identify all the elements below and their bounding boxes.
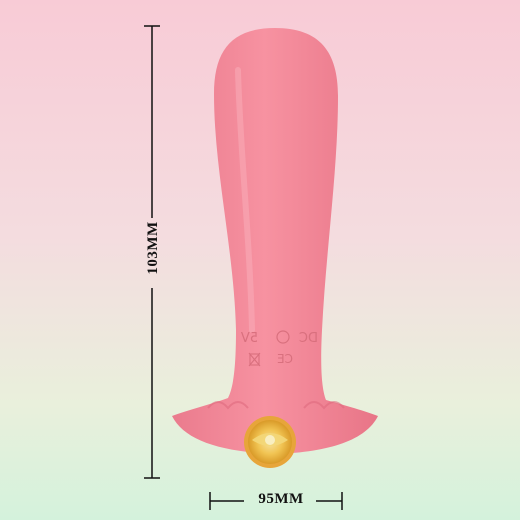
product-markings: DC 5V CE [241,330,318,367]
power-button [244,416,296,468]
width-dimension-line [209,492,343,510]
polarity-icon [276,330,290,344]
dc-marking: DC [299,331,318,346]
width-dimension-label: 95MM [258,491,304,507]
ce-marking: CE [277,352,293,366]
height-dimension-label: 103MM [145,221,161,275]
voltage-marking: 5V [241,331,258,346]
product-body [172,28,378,454]
weee-bin-icon [248,352,261,367]
height-dimension-line [144,25,160,479]
